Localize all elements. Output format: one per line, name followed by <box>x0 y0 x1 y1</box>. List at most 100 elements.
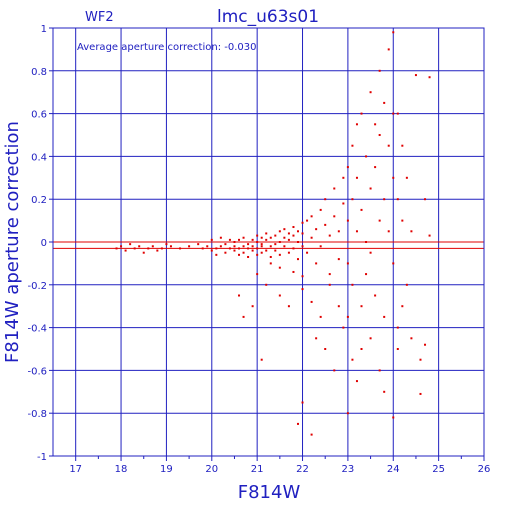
data-point <box>355 380 358 383</box>
data-point <box>301 288 304 291</box>
data-point <box>333 369 336 372</box>
data-point <box>287 238 290 241</box>
data-point <box>342 202 345 205</box>
data-point <box>278 266 281 269</box>
data-point <box>337 258 340 261</box>
data-point <box>401 305 404 308</box>
data-point <box>242 251 245 254</box>
x-tick-label: 25 <box>432 464 445 475</box>
data-point <box>238 294 241 297</box>
data-point <box>301 275 304 278</box>
data-point <box>346 315 349 318</box>
data-point <box>301 245 304 248</box>
data-point <box>201 247 204 250</box>
data-point <box>274 234 277 237</box>
data-point <box>319 315 322 318</box>
data-point <box>142 251 145 254</box>
data-point <box>256 241 259 243</box>
data-point <box>274 249 277 252</box>
data-point <box>296 230 299 233</box>
data-point <box>292 234 295 237</box>
data-point <box>374 166 377 169</box>
data-point <box>365 155 368 158</box>
data-point <box>256 247 259 250</box>
data-point <box>287 251 290 254</box>
data-point <box>228 247 231 250</box>
y-tick-label: 0.2 <box>31 195 47 206</box>
data-point <box>251 305 254 308</box>
y-tick-label: 0.6 <box>31 110 47 121</box>
data-point <box>233 241 236 243</box>
data-point <box>428 234 431 237</box>
y-tick-label: -1 <box>37 452 47 463</box>
data-point <box>378 219 381 222</box>
x-tick-label: 21 <box>251 464 264 475</box>
data-point <box>269 262 272 265</box>
data-point <box>401 219 404 222</box>
data-point <box>360 208 363 211</box>
y-tick-label: 0.8 <box>31 67 47 78</box>
y-tick-label: -0.2 <box>27 281 47 292</box>
data-point <box>315 337 318 340</box>
data-point <box>169 245 172 248</box>
data-point <box>278 241 281 243</box>
data-point <box>424 198 427 201</box>
data-point <box>219 236 222 239</box>
data-point <box>247 255 250 258</box>
data-point <box>120 245 123 248</box>
data-point <box>365 273 368 276</box>
data-point <box>224 243 227 246</box>
data-point <box>405 176 408 179</box>
data-point <box>351 283 354 286</box>
data-point <box>292 270 295 273</box>
data-point <box>292 226 295 229</box>
data-point <box>274 243 277 246</box>
data-point <box>310 433 313 436</box>
data-point <box>374 294 377 297</box>
data-point <box>310 215 313 218</box>
x-tick-label: 18 <box>115 464 128 475</box>
data-point <box>283 236 286 239</box>
data-point <box>238 247 241 250</box>
data-point <box>133 247 136 250</box>
data-point <box>124 249 127 252</box>
plot-frame <box>52 27 485 457</box>
data-point <box>265 238 268 241</box>
data-point <box>315 228 318 231</box>
data-point <box>374 123 377 126</box>
data-point <box>396 326 399 329</box>
data-point <box>315 262 318 265</box>
chart-title: lmc_u63s01 <box>217 7 319 27</box>
y-tick-label: -0.8 <box>27 409 47 420</box>
data-point <box>251 238 254 241</box>
x-axis-label: F814W <box>238 482 301 503</box>
data-point <box>260 236 263 239</box>
data-point <box>383 315 386 318</box>
data-point <box>369 251 372 254</box>
y-tick-label: 0 <box>41 238 47 249</box>
data-point <box>283 228 286 231</box>
data-point <box>247 247 250 250</box>
data-point <box>283 245 286 248</box>
data-point <box>210 238 213 241</box>
data-points <box>115 31 431 436</box>
data-point <box>387 230 390 233</box>
x-tick-label: 19 <box>160 464 173 475</box>
data-point <box>242 315 245 318</box>
data-point <box>410 337 413 340</box>
data-point <box>238 238 241 241</box>
data-point <box>251 245 254 248</box>
data-point <box>301 401 304 404</box>
data-point <box>360 112 363 115</box>
data-point <box>306 219 309 222</box>
y-tick-label: -0.4 <box>27 324 47 335</box>
data-point <box>346 262 349 265</box>
data-point <box>188 245 191 248</box>
data-point <box>219 245 222 248</box>
data-point <box>310 300 313 303</box>
x-tick-label: 22 <box>296 464 309 475</box>
data-point <box>265 232 268 235</box>
data-point <box>296 422 299 425</box>
data-point <box>233 245 236 248</box>
data-point <box>269 245 272 248</box>
